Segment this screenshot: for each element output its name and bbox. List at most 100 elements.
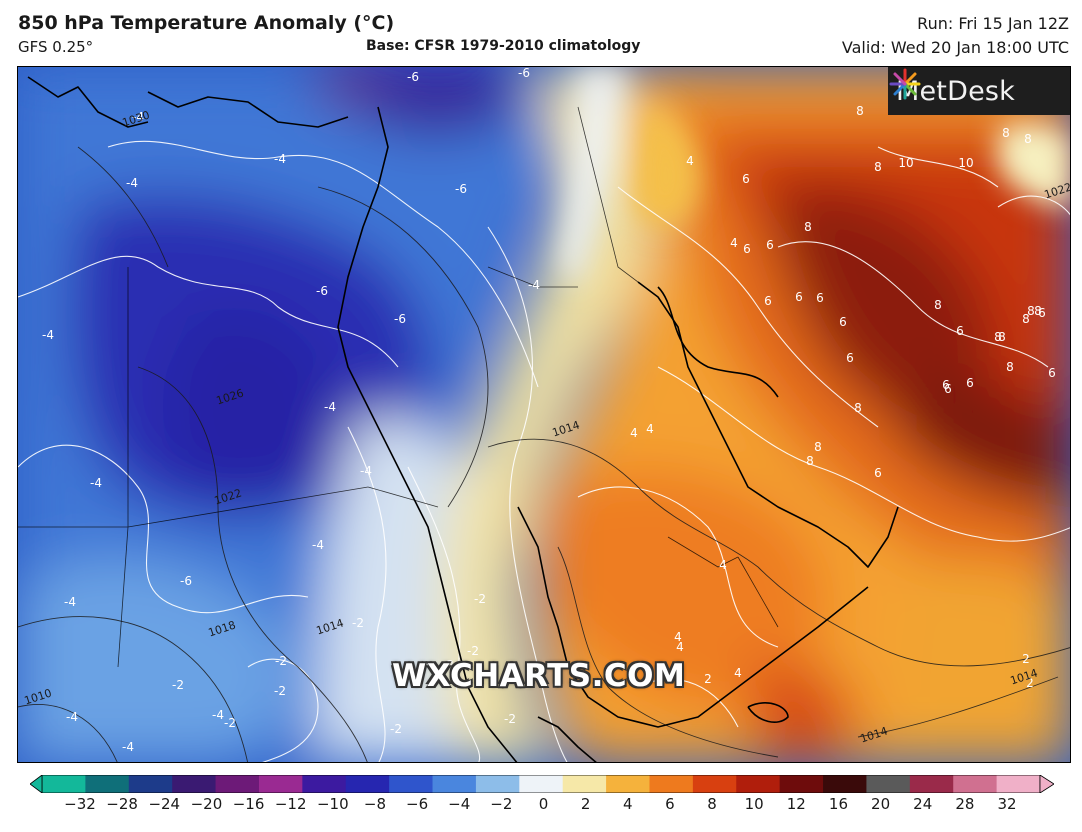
anomaly-value-label: -4 [212,708,224,722]
anomaly-value-label: 6 [874,466,882,480]
colorbar-segment [475,775,520,793]
anomaly-value-label: -6 [180,574,192,588]
colorbar-segment [432,775,477,793]
climatology-base-label: Base: CFSR 1979-2010 climatology [366,38,641,54]
chart-title: 850 hPa Temperature Anomaly (°C) [18,12,395,34]
anomaly-value-label: 4 [719,558,727,572]
anomaly-value-label: 4 [686,154,694,168]
model-label: GFS 0.25° [18,38,94,56]
colorbar-tick-label: −32 [64,795,96,813]
colorbar-segment [606,775,651,793]
anomaly-value-label: 8 [1022,312,1030,326]
anomaly-value-label: 6 [1038,306,1046,320]
colorbar-segment [692,775,737,793]
anomaly-value-label: -2 [172,678,184,692]
colorbar-tick-label: 32 [997,795,1017,813]
metdesk-logo-text: MetDesk [896,75,1015,107]
anomaly-value-label: 2 [1026,676,1034,690]
anomaly-value-label: 2 [704,672,712,686]
colorbar-tick-label: −6 [406,795,429,813]
anomaly-value-label: 4 [676,640,684,654]
metdesk-logo: MetDesk [888,67,1070,115]
anomaly-value-label: 6 [743,242,751,256]
anomaly-value-label: -2 [662,672,674,686]
anomaly-value-label: 8 [1006,360,1014,374]
colorbar-segment [866,775,911,793]
anomaly-value-label: 6 [816,291,824,305]
anomaly-value-label: 6 [944,382,952,396]
colorbar-tick-label: 0 [538,795,549,813]
colorbar-tick-label: 10 [744,795,764,813]
anomaly-value-label: 4 [734,666,742,680]
colorbar [30,775,1054,793]
anomaly-value-label: 2 [1022,652,1030,666]
colorbar-tick-labels: −32 −28 −24 −20 −16 −12 −10 −8 −6 −4 −2 0 2 4 6 8 10 12 16… [0,795,1082,825]
anomaly-value-label: -6 [518,66,530,80]
anomaly-map[interactable]: -6 -6 -4 -4 -4 -6 -6 -6 -4 -4 -4 -4 -4 -6 -4 -2 -2 -2 -2 -2… [17,66,1071,763]
colorbar-tick-label: −16 [232,795,265,813]
colorbar-segment [345,775,390,793]
colorbar-tick-label: −10 [316,795,349,813]
colorbar-tick-label: 2 [580,795,591,813]
colorbar-segment [736,775,781,793]
anomaly-value-label: 2 [672,664,680,678]
colorbar-tick-label: 8 [707,795,717,813]
anomaly-value-label: -4 [360,464,372,478]
anomaly-value-label: 8 [856,104,864,118]
colorbar-max-arrow [1039,775,1054,793]
colorbar-tick-label: −24 [148,795,181,813]
colorbar-segment [258,775,303,793]
anomaly-value-label: -4 [528,278,540,292]
anomaly-value-label: -2 [442,658,454,672]
colorbar-segment [562,775,607,793]
anomaly-value-label: -4 [42,328,54,342]
colorbar-tick-label: 16 [828,795,848,813]
colorbar-min-arrow [30,775,43,793]
anomaly-value-label: -2 [275,654,287,668]
colorbar-segment [389,775,434,793]
anomaly-value-label: -4 [122,740,134,754]
anomaly-value-label: -4 [324,400,336,414]
anomaly-value-label: 8 [994,330,1002,344]
colorbar-tick-label: −4 [448,795,471,813]
anomaly-value-label: 8 [1002,126,1010,140]
anomaly-value-label: 8 [806,454,814,468]
colorbar-segment [823,775,868,793]
anomaly-value-label: -2 [474,592,486,606]
colorbar-segment [172,775,217,793]
anomaly-value-label: 6 [742,172,750,186]
anomaly-value-label: -4 [64,595,76,609]
anomaly-value-label: -2 [224,716,236,730]
anomaly-value-label: 2 [676,676,684,690]
anomaly-value-label: -6 [394,312,406,326]
anomaly-value-label: 8 [1034,304,1042,318]
anomaly-value-label: 6 [795,290,803,304]
anomaly-value-label: 10 [898,156,914,170]
valid-time-label: Valid: Wed 20 Jan 18:00 UTC [841,38,1069,57]
anomaly-value-label: -2 [504,712,516,726]
anomaly-value-label: 6 [1048,366,1056,380]
anomaly-value-label: 6 [942,378,950,392]
colorbar-segment [953,775,998,793]
map-canvas [18,67,1070,762]
colorbar-tick-label: −20 [190,795,223,813]
colorbar-tick-label: −28 [106,795,138,813]
anomaly-value-label: -4 [132,110,144,124]
anomaly-value-label: -4 [90,476,102,490]
anomaly-value-label: 6 [956,324,964,338]
colorbar-tick-label: 28 [955,795,975,813]
colorbar-tick-label: −2 [490,795,513,813]
colorbar-tick-label: 20 [871,795,891,813]
anomaly-value-label: -6 [407,70,419,84]
anomaly-value-label: -2 [467,644,479,658]
colorbar-segment [128,775,173,793]
anomaly-value-label: 6 [846,351,854,365]
colorbar-segment [302,775,347,793]
anomaly-value-label: 4 [730,236,738,250]
anomaly-value-label: 8 [804,220,812,234]
anomaly-value-label: -4 [66,710,78,724]
wxcharts-watermark: WXCHARTS.COM [392,658,686,694]
anomaly-value-label: -2 [274,684,286,698]
anomaly-value-label: 8 [1027,304,1035,318]
anomaly-value-label: 4 [646,422,654,436]
